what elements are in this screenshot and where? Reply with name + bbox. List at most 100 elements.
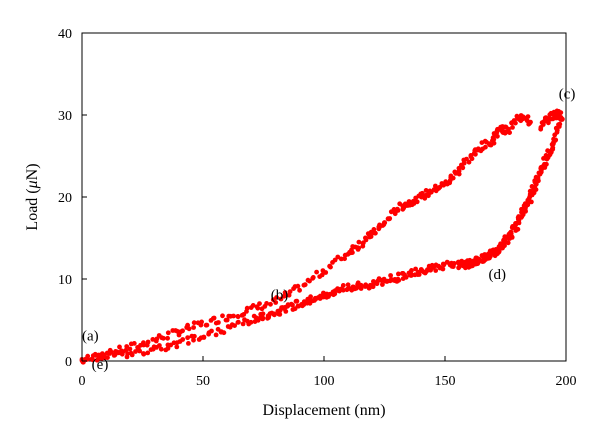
data-point [456, 265, 461, 271]
data-point [295, 283, 301, 289]
y-tick-label: 20 [58, 191, 72, 206]
data-point [483, 144, 488, 150]
data-point [525, 197, 531, 203]
data-point [532, 179, 538, 185]
y-axis-ticks: 0 10 20 30 40 [58, 27, 87, 370]
data-point [287, 289, 293, 294]
data-point [174, 344, 180, 350]
data-point [251, 313, 257, 319]
data-point [323, 270, 329, 275]
data-point [363, 235, 368, 241]
data-point [131, 341, 137, 346]
data-point [211, 315, 217, 321]
data-point [327, 263, 332, 269]
data-point [305, 296, 311, 302]
data-point [104, 350, 110, 356]
data-point [538, 126, 544, 132]
data-point [302, 282, 308, 288]
x-tick-label: 0 [79, 374, 86, 389]
data-point [455, 260, 461, 265]
data-point [310, 275, 316, 281]
data-point [264, 301, 269, 306]
point-annotations: (a) (b) (c) (d) (e) [82, 87, 575, 374]
data-point [395, 206, 400, 212]
y-tick-label: 0 [65, 355, 72, 370]
data-point [545, 148, 550, 154]
data-point [473, 151, 478, 157]
data-point [456, 165, 462, 171]
data-point [191, 325, 197, 330]
data-point [551, 141, 556, 147]
data-point [191, 337, 196, 343]
data-point [502, 130, 508, 136]
data-point [527, 191, 533, 197]
data-point [506, 126, 511, 132]
data-point [163, 347, 169, 353]
data-point [109, 349, 114, 355]
data-point [410, 198, 416, 204]
x-axis-ticks: 0 50 100 150 200 [79, 356, 577, 389]
point-annotation: (c) [559, 87, 576, 103]
data-point [117, 344, 122, 350]
data-point [286, 292, 292, 298]
data-point [105, 355, 110, 360]
data-point [275, 308, 281, 314]
data-point [335, 254, 341, 260]
data-point [165, 335, 171, 341]
data-point [90, 357, 96, 363]
data-point [225, 324, 231, 329]
data-point [319, 272, 325, 278]
x-tick-label: 150 [435, 374, 456, 389]
data-point [314, 269, 319, 275]
data-point [437, 265, 443, 271]
data-point [281, 293, 287, 299]
data-point [231, 313, 236, 319]
data-point [148, 347, 154, 352]
data-point [265, 315, 270, 321]
data-point [386, 216, 392, 222]
data-point [406, 270, 412, 276]
data-point [114, 349, 120, 355]
point-annotation: (a) [82, 329, 99, 345]
data-point [501, 239, 507, 245]
data-point [224, 317, 230, 323]
data-point [510, 125, 515, 130]
data-point [273, 300, 279, 305]
data-point [468, 154, 474, 159]
data-point [480, 254, 486, 259]
data-point [344, 287, 350, 293]
data-point [93, 353, 99, 358]
data-point [186, 326, 192, 332]
point-annotation: (b) [271, 288, 289, 304]
data-point [235, 314, 241, 320]
data-point [186, 341, 191, 346]
data-point [509, 225, 515, 231]
data-point [380, 282, 385, 287]
data-point [527, 120, 533, 126]
data-point [185, 335, 191, 341]
data-point [240, 321, 246, 327]
data-point [487, 142, 493, 148]
x-tick-label: 50 [196, 374, 210, 389]
data-point [220, 313, 225, 319]
data-point [278, 296, 284, 302]
data-point [557, 114, 563, 120]
data-point [255, 305, 261, 311]
data-point [423, 188, 429, 193]
data-point [444, 259, 450, 265]
data-point [165, 342, 171, 348]
data-point [400, 271, 406, 276]
data-point [129, 352, 135, 358]
data-point [244, 305, 250, 311]
data-point [196, 337, 202, 342]
data-point [371, 279, 377, 285]
data-point [479, 258, 484, 264]
data-point [250, 303, 256, 308]
point-annotation: (e) [92, 357, 109, 373]
data-point [531, 186, 537, 192]
data-point [491, 137, 497, 142]
data-point [406, 199, 412, 205]
y-tick-label: 10 [58, 273, 72, 288]
data-point [373, 230, 378, 236]
